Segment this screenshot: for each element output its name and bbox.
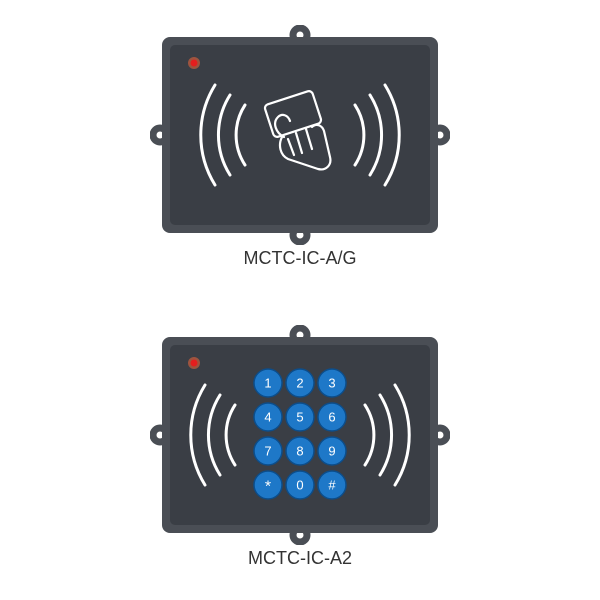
device-inner-panel xyxy=(170,45,430,225)
device-mctc-ic-ag xyxy=(150,25,450,245)
device-ag-label: MCTC-IC-A/G xyxy=(0,248,600,269)
key-4-label: 4 xyxy=(264,410,271,425)
key-7-label: 7 xyxy=(264,444,271,459)
device-mctc-ic-a2: 1 2 3 4 5 6 7 8 9 * xyxy=(150,325,450,545)
key-8-label: 8 xyxy=(296,444,303,459)
diagram-canvas: MCTC-IC-A/G xyxy=(0,0,600,600)
status-led-icon xyxy=(191,360,198,367)
device-a2-svg: 1 2 3 4 5 6 7 8 9 * xyxy=(150,325,450,545)
key-1-label: 1 xyxy=(264,376,271,391)
key-star-label: * xyxy=(265,479,271,496)
key-hash-label: # xyxy=(328,478,336,493)
key-5-label: 5 xyxy=(296,410,303,425)
key-0-label: 0 xyxy=(296,478,303,493)
device-ag-svg xyxy=(150,25,450,245)
status-led-icon xyxy=(191,60,198,67)
device-a2-label: MCTC-IC-A2 xyxy=(0,548,600,569)
key-3-label: 3 xyxy=(328,376,335,391)
key-9-label: 9 xyxy=(328,444,335,459)
key-2-label: 2 xyxy=(296,376,303,391)
key-6-label: 6 xyxy=(328,410,335,425)
